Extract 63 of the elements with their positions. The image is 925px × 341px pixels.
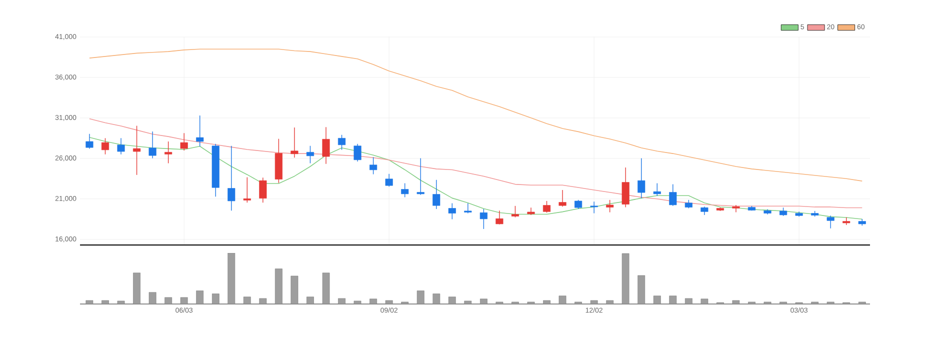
bar	[432, 294, 440, 304]
candlestick	[354, 143, 362, 162]
candlestick	[416, 158, 424, 196]
candlestick	[259, 177, 267, 203]
candlestick	[653, 182, 661, 196]
candlestick	[370, 156, 378, 175]
bar	[86, 300, 94, 304]
candlestick	[117, 138, 125, 155]
candlestick	[290, 127, 298, 158]
bar	[243, 296, 251, 304]
candlestick	[669, 184, 677, 206]
bar	[196, 290, 204, 304]
candlestick	[558, 190, 566, 207]
candlestick	[480, 208, 488, 230]
candlestick	[228, 146, 236, 211]
bar	[590, 300, 598, 304]
candlestick	[542, 200, 551, 213]
candlestick	[590, 201, 598, 214]
bar	[212, 294, 220, 304]
candlestick	[196, 115, 204, 147]
candlestick	[511, 206, 519, 218]
bar	[370, 298, 377, 304]
candlestick	[101, 138, 110, 155]
candlestick	[496, 210, 504, 225]
candlestick	[180, 132, 188, 151]
candlestick	[622, 167, 630, 208]
candlestick	[164, 141, 172, 164]
bar	[338, 298, 346, 304]
bar	[684, 298, 692, 304]
bar	[322, 272, 330, 304]
candlestick	[448, 202, 456, 220]
candlestick	[527, 207, 535, 216]
bar	[148, 292, 156, 304]
candlestick	[574, 200, 582, 210]
bar	[102, 300, 109, 304]
candlestick	[385, 174, 393, 187]
candlestick	[338, 134, 346, 150]
bar	[543, 300, 550, 304]
bar	[259, 298, 267, 304]
candlestick	[322, 126, 330, 164]
bar	[638, 275, 646, 304]
bar	[228, 253, 236, 304]
candlestick	[826, 215, 834, 229]
candlestick	[464, 202, 472, 214]
bar	[464, 300, 472, 304]
candlestick	[606, 200, 614, 213]
candlestick	[432, 180, 440, 210]
candlestick	[148, 131, 156, 159]
candlestick	[732, 204, 740, 213]
bar	[354, 300, 362, 304]
candlestick	[243, 176, 251, 203]
bar	[622, 253, 630, 304]
candlestick	[638, 158, 646, 199]
bar	[133, 272, 140, 304]
bar	[416, 290, 424, 304]
candlestick	[401, 182, 409, 198]
bar	[480, 298, 488, 304]
candlestick	[306, 146, 314, 164]
candlestick	[86, 134, 94, 150]
bar	[306, 296, 314, 304]
candlestick	[133, 125, 141, 176]
bar	[732, 300, 740, 304]
bar	[700, 298, 708, 304]
